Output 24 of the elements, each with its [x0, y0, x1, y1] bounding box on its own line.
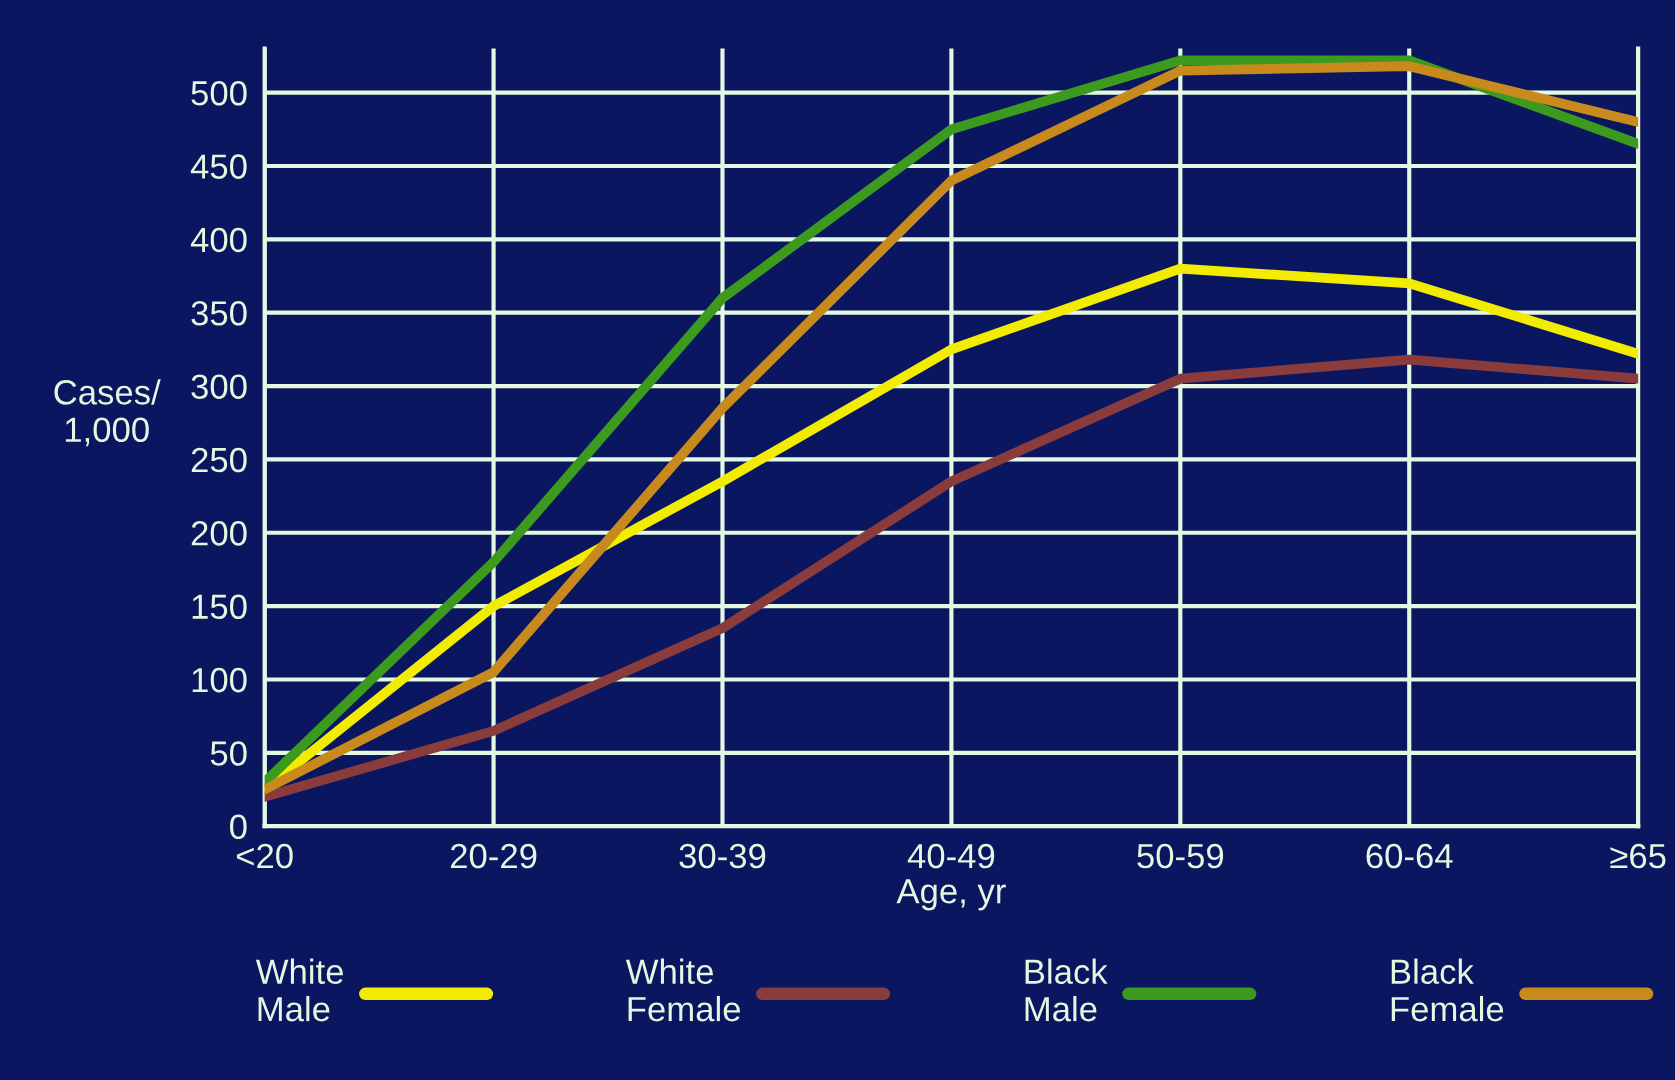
x-tick-label: 60-64 — [1366, 843, 1453, 869]
y-tick-label: 450 — [190, 154, 247, 179]
y-tick-label: 500 — [191, 80, 247, 106]
legend-label: Black Male — [1025, 958, 1108, 1022]
y-tick-label: 50 — [210, 741, 247, 766]
legend-label: White Female — [625, 958, 740, 1022]
y-axis-title: Cases/ 1,000 — [54, 379, 161, 447]
x-tick-label: 20-29 — [450, 843, 537, 869]
y-tick-label: 0 — [230, 814, 247, 840]
legend-label: Black Female — [1391, 958, 1504, 1022]
x-axis-title: Age, yr — [896, 879, 1006, 911]
x-tick-label: ≥65 — [1610, 843, 1666, 869]
y-tick-label: 100 — [192, 667, 247, 693]
legend-label: White Male — [255, 958, 343, 1022]
y-tick-label: 150 — [192, 594, 247, 620]
y-tick-label: 350 — [191, 301, 247, 326]
y-tick-label: 300 — [191, 374, 247, 399]
y-tick-label: 400 — [190, 227, 247, 253]
x-tick-label: 40-49 — [907, 843, 995, 869]
y-tick-label: 200 — [191, 521, 247, 546]
x-tick-label: 50-59 — [1137, 843, 1224, 869]
x-tick-label: <20 — [236, 843, 293, 869]
y-tick-label: 250 — [191, 447, 247, 473]
x-tick-label: 30-39 — [679, 843, 766, 869]
